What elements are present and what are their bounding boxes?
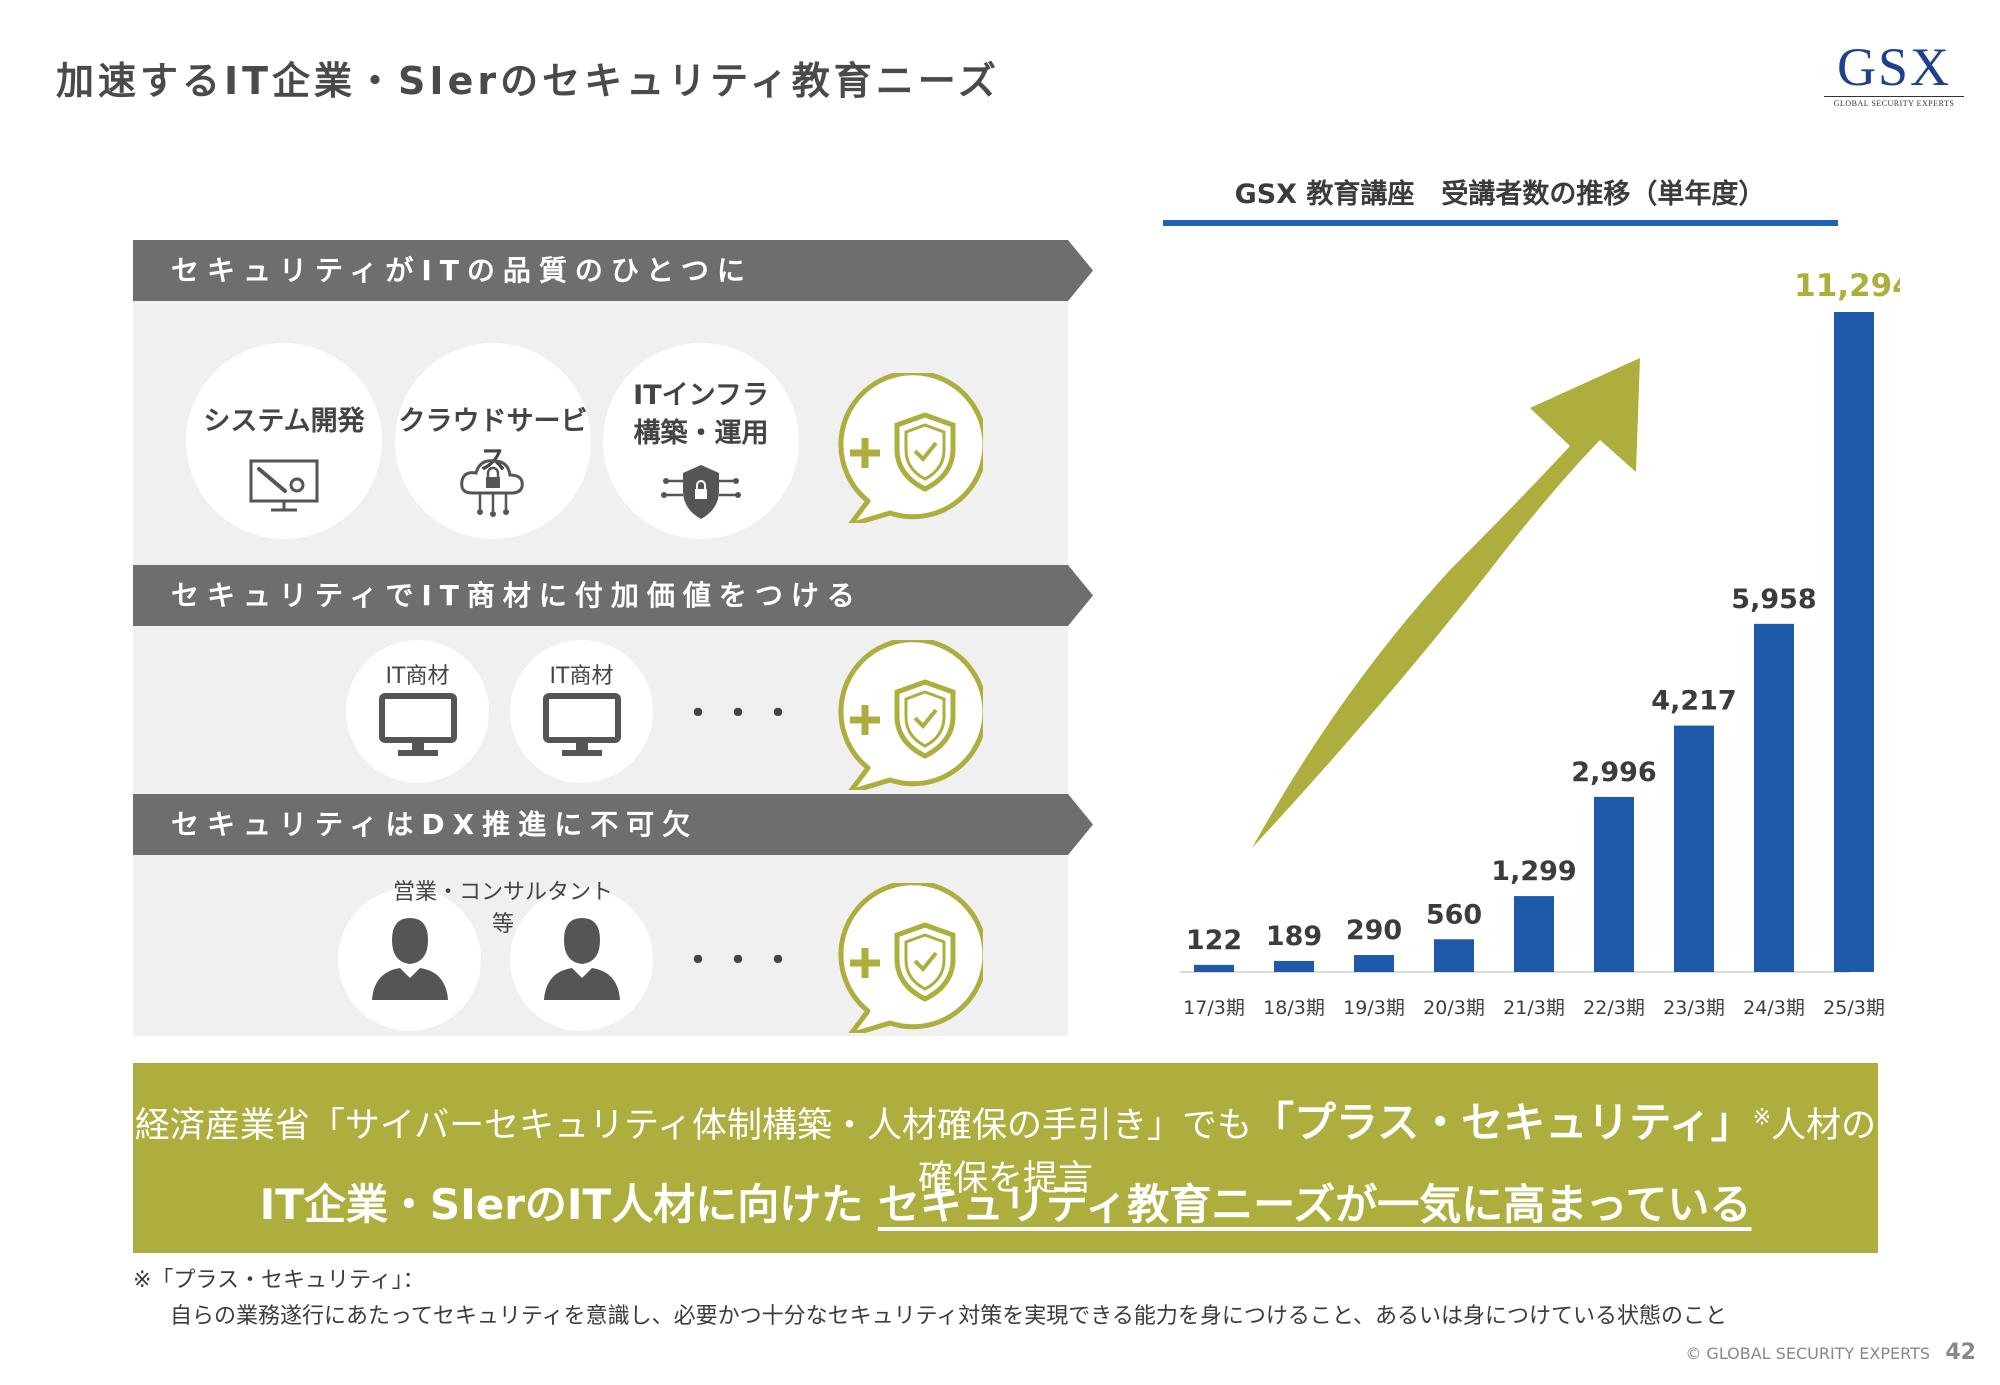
logo-subtitle: GLOBAL SECURITY EXPERTS [1824, 96, 1964, 108]
data-label-24/3期: 5,958 [1731, 584, 1816, 615]
bar-chart: 122 17/3期 189 18/3期 290 19/3期 560 20/3期 1,299 21/… [1180, 268, 1900, 1019]
shield-circuit-icon [661, 465, 741, 519]
cloud-lock-icon [460, 459, 524, 517]
tick-label-24/3期: 24/3期 [1743, 997, 1805, 1019]
banner-line-2: IT企業・SIerのIT人材に向けた セキュリティ教育ニーズが一気に高まっている [133, 1171, 1878, 1232]
left-panel: セキュリティがITの品質のひとつに システム開発 クラウドサービス ITインフラ… [133, 240, 1093, 1038]
data-label-18/3期: 189 [1266, 921, 1322, 952]
plus-security-bubble-2 [828, 637, 988, 795]
footnote-body: 自らの業務遂行にあたってセキュリティを意識し、必要かつ十分なセキュリティ対策を実… [170, 1304, 1727, 1329]
copyright: © GLOBAL SECURITY EXPERTS [1685, 1344, 1930, 1363]
item-circle-system-dev: システム開発 [186, 343, 382, 539]
plus-security-bubble-3 [828, 880, 988, 1038]
section-heading-3: セキュリティはDX推進に不可欠 [171, 808, 699, 841]
data-label-23/3期: 4,217 [1651, 686, 1736, 717]
person-icon [372, 918, 448, 1000]
banner-line-1: 経済産業省「サイバーセキュリティ体制構築・人材確保の手引き」でも「プラス・セキュ… [133, 1089, 1878, 1201]
data-label-20/3期: 560 [1426, 899, 1482, 930]
item-label-it-product-2: IT商材 [549, 664, 614, 689]
company-logo: GSX GLOBAL SECURITY EXPERTS [1824, 40, 1964, 108]
section-heading-band-1: セキュリティがITの品質のひとつに [133, 240, 1093, 301]
person-icon [544, 918, 620, 1000]
banner-line1-post: 人材の確保を提言 [917, 1106, 1877, 1199]
logo-text: GSX [1836, 37, 1952, 97]
page-number: 42 [1945, 1340, 1976, 1365]
data-label-21/3期: 1,299 [1491, 856, 1576, 887]
footnote-heading: ※「プラス・セキュリティ」： [133, 1268, 425, 1293]
ellipsis-2: ・・・ [681, 694, 801, 734]
banner-line2-pre: IT企業・SIerのIT人材に向けた [259, 1180, 878, 1229]
tick-label-25/3期: 25/3期 [1823, 997, 1885, 1019]
bar-17/3期 [1194, 964, 1234, 972]
banner-line1-pre: 経済産業省「サイバーセキュリティ体制構築・人材確保の手引き」でも [134, 1106, 1253, 1146]
banner-line1-emphasis: 「プラス・セキュリティ」 [1252, 1098, 1753, 1147]
band-arrow-shape [133, 240, 1093, 301]
tick-label-21/3期: 21/3期 [1503, 997, 1565, 1019]
item-circle-it-infra: ITインフラ 構築・運用 [603, 343, 799, 539]
tick-label-23/3期: 23/3期 [1663, 997, 1725, 1019]
data-label-22/3期: 2,996 [1571, 757, 1656, 788]
growth-arrow [1252, 358, 1640, 848]
ellipsis-3: ・・・ [681, 941, 801, 981]
sales-consultant-label: 営業・コンサルタント等 [392, 880, 613, 937]
plus-shield-icon [838, 880, 988, 1038]
tick-label-20/3期: 20/3期 [1423, 997, 1485, 1019]
band-arrow-shape [133, 565, 1093, 626]
conclusion-banner: 経済産業省「サイバーセキュリティ体制構築・人材確保の手引き」でも「プラス・セキュ… [133, 1063, 1878, 1253]
item-label-it-infra: ITインフラ [633, 380, 769, 411]
tick-label-18/3期: 18/3期 [1263, 997, 1325, 1019]
section-heading-band-3: セキュリティはDX推進に不可欠 [133, 794, 1093, 855]
chart-title-underline [1163, 220, 1838, 226]
tick-label-19/3期: 19/3期 [1343, 997, 1405, 1019]
plus-security-bubble-1 [828, 370, 988, 528]
plus-shield-icon [838, 370, 988, 528]
bar-18/3期 [1274, 960, 1314, 972]
section-heading-1: セキュリティがITの品質のひとつに [171, 254, 753, 287]
monitor-icon [543, 693, 621, 756]
item-circle-cloud-service: クラウドサービス [395, 343, 591, 539]
item-circle-it-product-2 [510, 640, 653, 783]
data-label-25/3期: 11,294 [1794, 268, 1900, 304]
data-label-19/3期: 290 [1346, 915, 1402, 946]
tick-label-17/3期: 17/3期 [1183, 997, 1245, 1019]
bar-19/3期 [1354, 955, 1394, 972]
bar-24/3期 [1754, 623, 1794, 972]
tick-label-22/3期: 22/3期 [1583, 997, 1645, 1019]
monitor-icon [379, 693, 457, 756]
bar-23/3期 [1674, 725, 1714, 972]
monitor-wrench-icon [249, 459, 319, 512]
item-label-system-dev: システム開発 [203, 406, 365, 437]
bars-group: 122 17/3期 189 18/3期 290 19/3期 560 20/3期 1,299 21/… [1183, 268, 1900, 1019]
section-heading-band-2: セキュリティでIT商材に付加価値をつける [133, 565, 1093, 626]
bar-22/3期 [1594, 796, 1634, 972]
data-label-17/3期: 122 [1186, 925, 1242, 956]
section-heading-2: セキュリティでIT商材に付加価値をつける [171, 579, 863, 612]
item-label-build-ops: 構築・運用 [633, 418, 769, 449]
page-title: 加速するIT企業・SIerのセキュリティ教育ニーズ [56, 59, 1000, 103]
bar-25/3期 [1834, 312, 1874, 972]
item-circle-it-product-1 [346, 640, 489, 783]
bar-20/3期 [1434, 939, 1474, 972]
chart-title: GSX 教育講座 受講者数の推移（単年度） [1234, 179, 1766, 210]
band-arrow-shape [133, 794, 1093, 855]
bar-21/3期 [1514, 896, 1554, 972]
banner-line2-underlined: セキュリティ教育ニーズが一気に高まっている [877, 1180, 1752, 1229]
plus-shield-icon [838, 637, 988, 795]
item-label-it-product-1: IT商材 [385, 664, 450, 689]
banner-line1-note: ※ [1752, 1105, 1772, 1131]
